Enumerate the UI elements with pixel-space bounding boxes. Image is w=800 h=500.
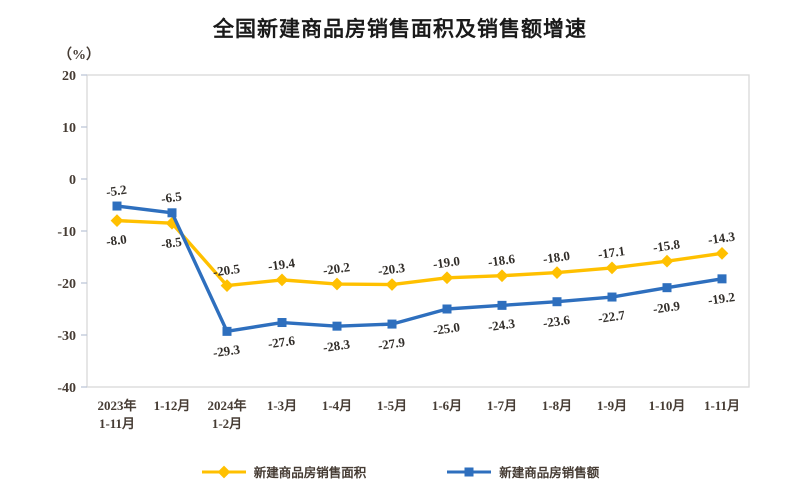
plot-frame	[86, 74, 750, 388]
legend-item-sales-area: 新建商品房销售面积	[201, 462, 367, 481]
diamond-marker-icon	[660, 254, 674, 268]
data-label: -23.6	[542, 312, 571, 331]
data-label: -8.5	[160, 234, 183, 252]
data-label: -29.3	[212, 342, 241, 361]
legend-item-sales-amount: 新建商品房销售额	[446, 462, 599, 481]
y-axis-tick-label: -40	[57, 381, 76, 396]
series-line-sales-area	[115, 218, 724, 288]
y-axis-tick-label: 20	[62, 69, 76, 84]
x-axis-label: 1-12月	[154, 398, 191, 413]
data-label: -18.0	[542, 248, 571, 267]
square-marker-icon	[607, 292, 617, 302]
diamond-marker-icon	[440, 271, 454, 285]
data-label: -8.0	[105, 231, 127, 249]
x-axis-label: 1-8月	[542, 398, 572, 413]
square-marker-icon	[497, 300, 507, 310]
square-marker-icon	[277, 318, 287, 328]
data-label: -27.6	[267, 333, 296, 352]
x-axis-label: 1-4月	[322, 398, 352, 413]
legend-label-sales-amount: 新建商品房销售额	[499, 466, 600, 480]
square-marker-icon	[717, 274, 727, 284]
diamond-marker-icon	[605, 261, 619, 275]
diamond-marker-icon	[385, 278, 399, 291]
data-label: -6.5	[160, 188, 183, 206]
data-label: -18.6	[487, 251, 516, 270]
legend-swatch-sales-area	[201, 465, 246, 478]
data-label: -20.3	[377, 260, 406, 279]
chart-title: 全国新建商品房销售面积及销售额增速	[213, 18, 587, 41]
square-marker-icon	[167, 208, 177, 218]
x-axis-label: 1-3月	[267, 398, 297, 413]
y-axis-tick-label: 10	[62, 121, 76, 136]
diamond-marker-icon	[275, 273, 289, 287]
data-label: -20.9	[652, 298, 681, 317]
square-marker-icon	[552, 297, 562, 307]
data-label: -17.1	[597, 243, 626, 262]
square-marker-icon	[332, 321, 342, 331]
x-axis-label: 1-10月	[649, 398, 686, 413]
diamond-marker-icon	[715, 246, 729, 260]
diamond-marker-icon	[110, 214, 124, 227]
x-axis-label: 1-6月	[432, 398, 462, 413]
series-line-sales-amount	[115, 204, 724, 334]
y-axis-tick-label: -10	[57, 225, 76, 240]
diamond-marker-icon	[220, 279, 234, 292]
data-label: -19.4	[267, 255, 296, 274]
data-label: -14.3	[707, 229, 736, 248]
diamond-marker-icon	[495, 269, 509, 283]
y-axis-tick-label: -20	[57, 277, 76, 292]
x-axis-label: 1-5月	[377, 398, 407, 413]
x-axis-label: 2024年 1-2月	[207, 398, 246, 431]
plot-area: 20 10 0 -10 -20 -30 -40 2023年 1-11月 1-12月 2024年 1-2…	[57, 69, 750, 431]
legend-swatch-sales-amount	[447, 467, 492, 476]
legend-label-sales-area: 新建商品房销售面积	[253, 466, 367, 480]
data-label: -20.2	[322, 259, 351, 278]
square-marker-icon	[387, 319, 397, 329]
legend-diamond-icon	[217, 465, 231, 478]
x-axis-label: 1-11月	[704, 398, 740, 413]
data-label: -19.2	[707, 289, 736, 308]
data-label: -19.0	[432, 253, 461, 272]
data-label: -15.8	[652, 236, 681, 255]
data-label: -25.0	[432, 319, 461, 338]
diamond-marker-icon	[550, 266, 564, 279]
y-axis-tick-label: 0	[69, 173, 76, 188]
diamond-marker-icon	[330, 277, 344, 291]
data-label: -28.3	[322, 336, 351, 355]
x-axis-label: 2023年 1-11月	[97, 398, 136, 431]
data-label: -27.9	[377, 334, 406, 353]
data-label: -24.3	[487, 316, 516, 335]
square-marker-icon	[662, 283, 672, 293]
y-axis-unit-label: （%）	[58, 48, 100, 63]
square-marker-icon	[222, 326, 232, 336]
legend-square-icon	[464, 467, 474, 476]
square-marker-icon	[112, 201, 122, 211]
data-label: -22.7	[597, 307, 626, 326]
data-label: -20.5	[212, 261, 241, 280]
chart-legend: 新建商品房销售面积 新建商品房销售额	[0, 462, 800, 481]
data-label: -5.2	[105, 182, 127, 200]
y-axis-tick-label: -30	[57, 329, 76, 344]
square-marker-icon	[442, 304, 452, 314]
x-axis-label: 1-7月	[487, 398, 517, 413]
x-axis-label: 1-9月	[597, 398, 627, 413]
